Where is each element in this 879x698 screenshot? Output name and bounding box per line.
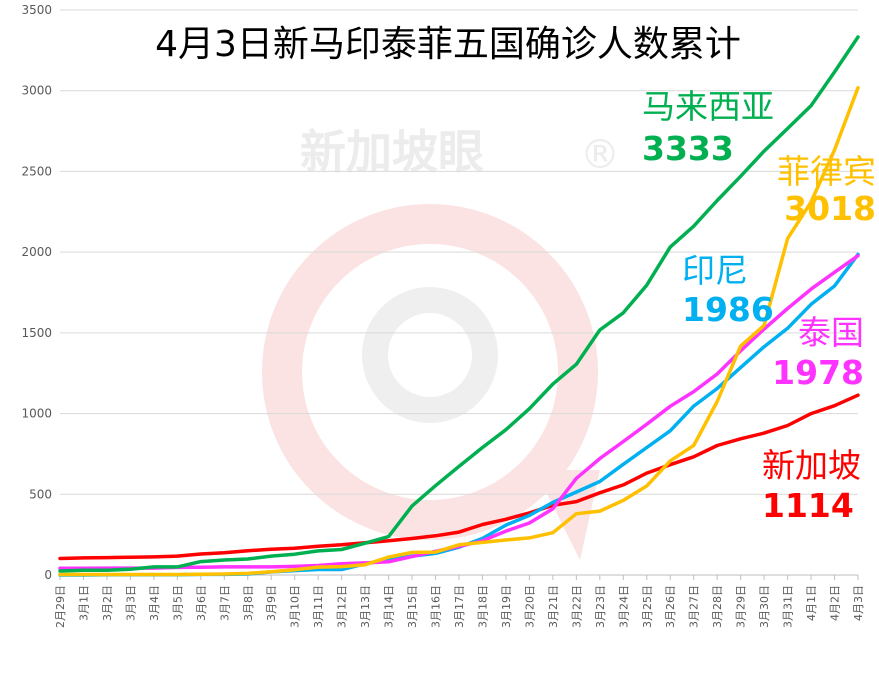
y-axis-ticks: 0 500 1000 1500 2000 2500 3000 3500 [21,3,52,582]
x-tick-label: 3月26日 [664,585,677,628]
series-name-label: 新加坡 [762,446,861,485]
x-tick-label: 3月17日 [453,585,466,628]
x-tick-label: 4月1日 [805,585,818,621]
series-line-0 [58,35,860,573]
x-tick-label: 3月31日 [782,585,795,628]
y-tick-label: 1500 [21,326,52,340]
x-tick-label: 3月25日 [641,585,654,628]
x-tick-label: 3月3日 [124,585,137,621]
series-value-label: 1978 [772,353,864,392]
y-tick-label: 3500 [21,3,52,17]
watermark-logo: 新加坡眼 ® [262,125,620,560]
x-tick-label: 3月1日 [77,585,90,621]
y-tick-label: 2500 [21,164,52,178]
x-tick-label: 3月13日 [359,585,372,628]
watermark-registered-mark: ® [580,132,620,178]
series-name-label: 印尼 [682,251,748,290]
x-tick-label: 3月29日 [735,585,748,628]
x-tick-label: 4月2日 [829,585,842,621]
x-tick-label: 4月3日 [852,585,865,621]
x-tick-label: 3月30日 [758,585,771,628]
watermark-text: 新加坡眼 [300,125,484,179]
series-name-label: 菲律宾 [777,152,876,191]
x-tick-label: 3月22日 [570,585,583,628]
x-tick-label: 3月15日 [406,585,419,628]
x-tick-label: 3月28日 [711,585,724,628]
series-line-1 [58,86,860,577]
series-name-label: 马来西亚 [642,87,774,126]
series-value-label: 1986 [682,290,774,329]
x-tick-label: 3月16日 [430,585,443,628]
x-tick-label: 3月7日 [218,585,231,621]
series-value-label: 1114 [762,486,854,525]
series-name-label: 泰国 [798,313,864,352]
x-tick-label: 3月18日 [476,585,489,628]
x-tick-label: 3月2日 [101,585,114,621]
series-line-4 [58,393,860,561]
x-tick-label: 3月6日 [195,585,208,621]
x-tick-label: 3月23日 [594,585,607,628]
x-tick-label: 3月12日 [336,585,349,628]
y-tick-label: 3000 [21,84,52,98]
y-tick-label: 1000 [21,407,52,421]
x-tick-label: 3月9日 [265,585,278,621]
x-axis-ticks: 2月29日 3月1日 3月2日 3月3日 3月4日 3月5日 3月6日 3月7日 3月8日 3月9… [54,575,865,628]
x-tick-label: 3月19日 [500,585,513,628]
y-tick-label: 2000 [21,245,52,259]
series-value-label: 3333 [642,129,734,168]
x-tick-label: 3月27日 [688,585,701,628]
series-value-label: 3018 [784,189,876,228]
x-tick-label: 3月4日 [148,585,161,621]
series-lines [58,35,860,577]
x-tick-label: 2月29日 [54,585,67,628]
x-tick-label: 3月5日 [171,585,184,621]
x-tick-label: 3月8日 [242,585,255,621]
y-tick-label: 0 [44,568,52,582]
x-tick-label: 3月11日 [312,585,325,628]
x-tick-label: 3月21日 [547,585,560,628]
y-tick-label: 500 [29,487,52,501]
x-tick-label: 3月10日 [289,585,302,628]
x-tick-label: 3月14日 [383,585,396,628]
x-tick-label: 3月24日 [617,585,630,628]
chart-title: 4月3日新马印泰菲五国确诊人数累计 [155,24,741,65]
x-tick-label: 3月20日 [523,585,536,628]
